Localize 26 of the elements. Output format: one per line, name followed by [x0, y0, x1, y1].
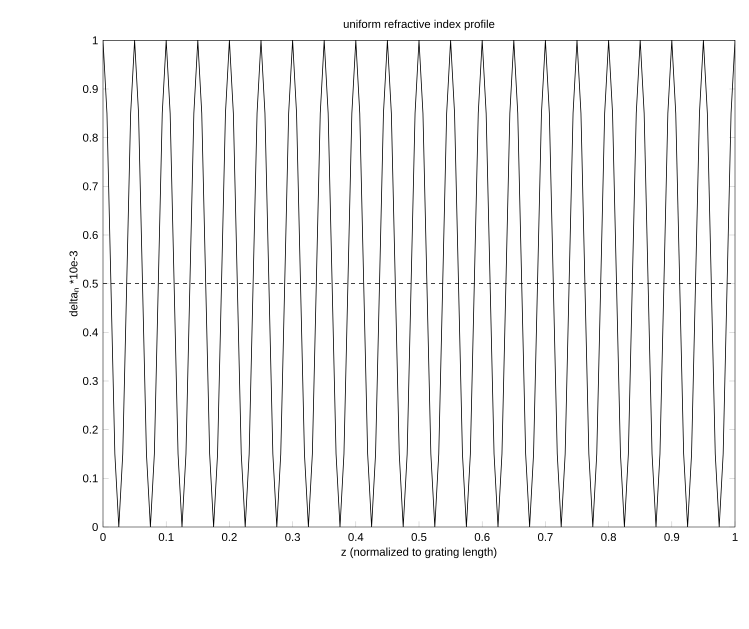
y-tick-label: 0.4 [82, 328, 98, 336]
x-tick-label: 0.8 [601, 533, 616, 542]
y-axis-title: delta$_{n}$ *10e-3 [69, 251, 79, 316]
x-tick-label: 0.2 [222, 533, 237, 542]
x-axis-title: z (normalized to grating length) [341, 548, 496, 558]
x-tick-label: 0 [100, 533, 106, 542]
y-tick-label: 1 [92, 36, 98, 44]
y-tick-label: 0.6 [82, 230, 98, 240]
x-tick-label: 0.4 [348, 533, 364, 542]
y-tick-label: 0.8 [82, 134, 98, 142]
y-tick-label: 0 [92, 522, 98, 532]
y-tick-label: 0.7 [82, 182, 98, 190]
y-tick-label: 0.5 [82, 280, 98, 288]
y-tick-label: 0.9 [82, 84, 98, 94]
y-tick-label: 0.1 [82, 474, 98, 482]
x-tick-label: 0.3 [285, 533, 300, 542]
line-series [103, 40, 736, 527]
y-tick-label: 0.3 [82, 376, 98, 386]
chart-title: uniform refractive index profile [344, 20, 494, 30]
x-tick-label: 0.1 [158, 533, 174, 542]
y-tick-label: 0.2 [82, 426, 98, 434]
x-tick-label: 1 [732, 533, 738, 541]
x-tick-label: 0.5 [412, 533, 426, 542]
x-tick-label: 0.9 [664, 533, 680, 542]
x-tick-label: 0.6 [474, 533, 490, 542]
x-tick-label: 0.7 [538, 533, 553, 542]
